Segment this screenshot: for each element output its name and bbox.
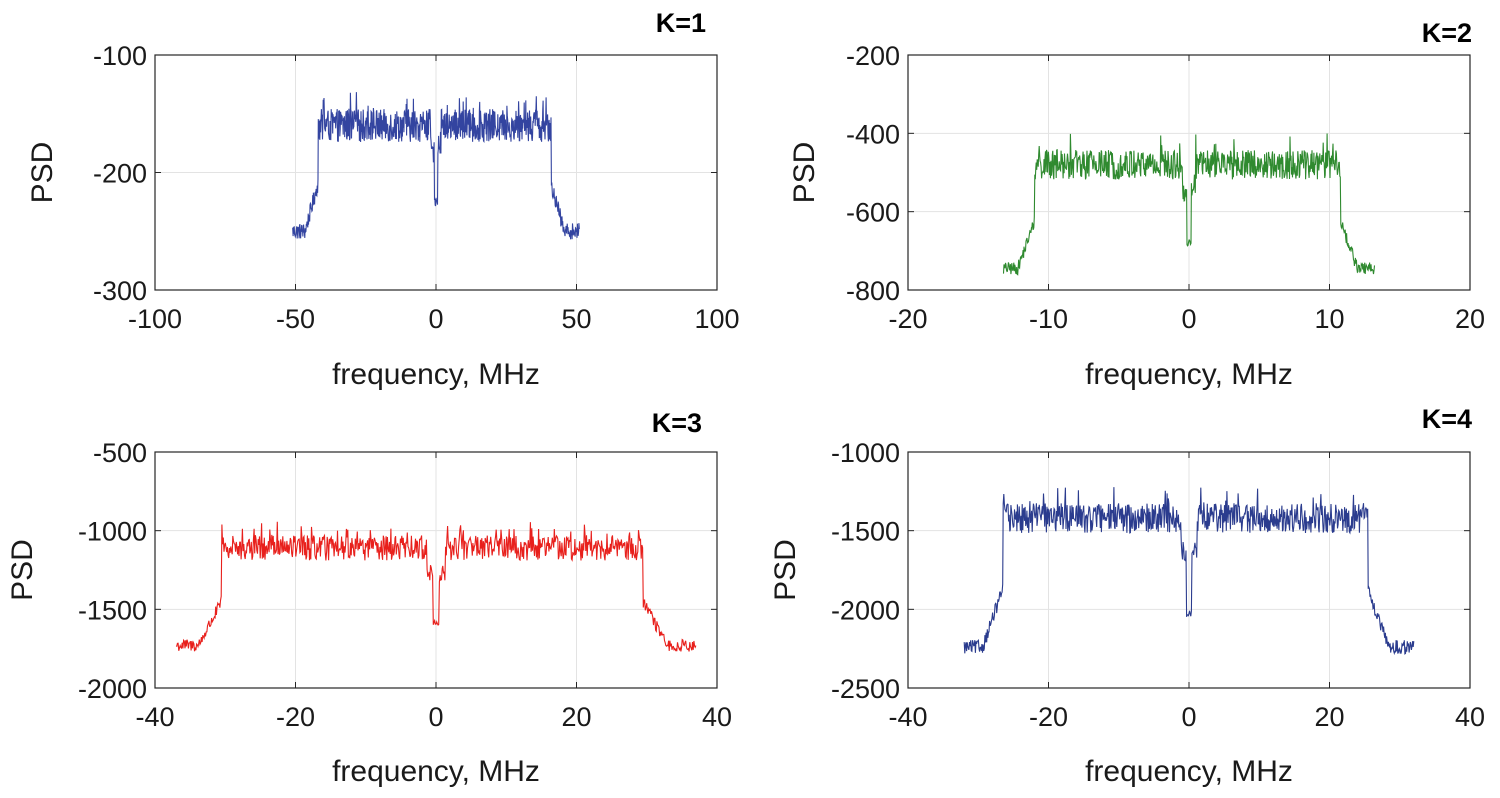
x-tick-label: -20 [888, 304, 927, 334]
chart-title: K=1 [656, 8, 706, 38]
x-tick-label: 40 [702, 702, 732, 732]
y-axis-label: PSD [26, 142, 59, 204]
chart-panel-4: -40 -20 0 20 40 -1000 -1500 -2000 -2500 K=4 freque… [769, 404, 1485, 788]
x-tick-label: -20 [276, 702, 315, 732]
y-axis-label: PSD [788, 142, 821, 204]
chart-title: K=2 [1422, 18, 1472, 48]
y-tick-label: -2000 [78, 674, 147, 704]
x-axis-label: frequency, MHz [1085, 755, 1293, 788]
y-tick-label: -1500 [831, 517, 900, 547]
psd-series-line [292, 92, 580, 240]
x-tick-label: 0 [1181, 304, 1196, 334]
chart-title: K=3 [652, 408, 702, 438]
y-tick-label: -600 [846, 198, 900, 228]
x-axis-label: frequency, MHz [1085, 358, 1293, 391]
x-axis-label: frequency, MHz [332, 755, 540, 788]
y-tick-label: -400 [846, 119, 900, 149]
y-tick-label: -300 [93, 276, 147, 306]
y-axis-label: PSD [6, 539, 39, 601]
x-tick-label: -40 [888, 702, 927, 732]
x-tick-label: 20 [1455, 304, 1485, 334]
x-tick-label: 0 [1181, 702, 1196, 732]
x-tick-label: 0 [428, 702, 443, 732]
y-tick-label: -800 [846, 276, 900, 306]
y-tick-label: -2000 [831, 595, 900, 625]
psd-series-line [963, 487, 1415, 656]
x-tick-label: -10 [1029, 304, 1068, 334]
psd-series-line [1002, 133, 1376, 276]
y-tick-label: -200 [846, 41, 900, 71]
x-tick-label: 50 [561, 304, 591, 334]
chart-panel-2: -20 -10 0 10 20 -200 -400 -600 -800 K=2 frequency,… [788, 18, 1485, 391]
x-tick-label: -40 [135, 702, 174, 732]
y-tick-label: -100 [93, 41, 147, 71]
x-axis-label: frequency, MHz [332, 358, 540, 391]
x-tick-label: -100 [128, 304, 182, 334]
x-tick-label: 40 [1455, 702, 1485, 732]
chart-title: K=4 [1422, 404, 1472, 434]
chart-panel-1: -100 -50 0 50 100 -100 -200 -300 K=1 frequency, M… [26, 8, 740, 391]
y-axis-label: PSD [769, 539, 802, 601]
chart-panel-3: -40 -20 0 20 40 -500 -1000 -1500 -2000 K=3 frequen… [6, 408, 732, 788]
x-tick-label: 20 [1314, 702, 1344, 732]
x-tick-label: -20 [1029, 702, 1068, 732]
y-tick-label: -1500 [78, 595, 147, 625]
y-tick-label: -2500 [831, 674, 900, 704]
x-tick-label: 100 [694, 304, 739, 334]
x-tick-label: 0 [428, 304, 443, 334]
y-tick-label: -1000 [831, 438, 900, 468]
y-tick-label: -1000 [78, 517, 147, 547]
x-tick-label: -50 [276, 304, 315, 334]
y-tick-label: -200 [93, 159, 147, 189]
y-tick-label: -500 [93, 438, 147, 468]
psd-series-line [175, 521, 697, 652]
x-tick-label: 20 [561, 702, 591, 732]
x-tick-label: 10 [1314, 304, 1344, 334]
